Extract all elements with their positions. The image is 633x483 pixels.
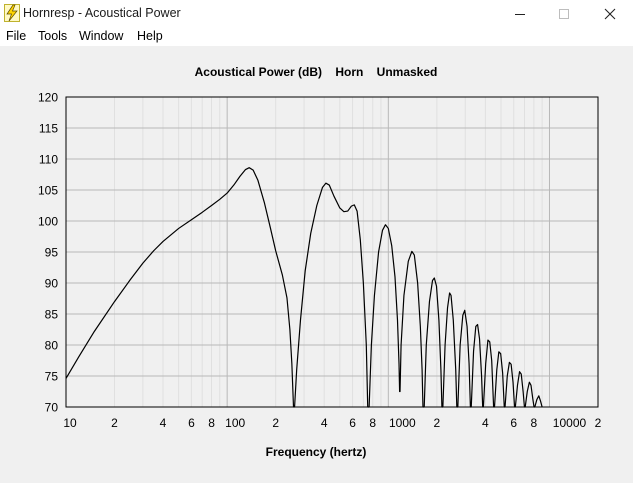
minimize-icon	[515, 14, 525, 15]
title-bar[interactable]: Hornresp - Acoustical Power	[0, 0, 633, 28]
x-tick-label: 10	[63, 416, 77, 430]
y-tick-label: 105	[38, 184, 58, 198]
y-tick-label: 75	[45, 370, 59, 384]
y-tick-label: 70	[45, 401, 59, 415]
x-tick-label: 8	[531, 416, 538, 430]
chart-grid	[66, 97, 598, 407]
minimize-button[interactable]	[497, 0, 543, 28]
x-axis-label: Frequency (hertz)	[266, 445, 367, 459]
y-tick-label: 90	[45, 277, 59, 291]
y-tick-label: 120	[38, 91, 58, 105]
chart-area: Acoustical Power (dB) Horn Unmasked 70 75…	[0, 46, 633, 478]
menu-help[interactable]: Help	[137, 29, 163, 43]
menu-window[interactable]: Window	[79, 29, 124, 43]
menu-tools[interactable]: Tools	[38, 29, 68, 43]
x-tick-label: 100	[225, 416, 245, 430]
y-tick-label: 100	[38, 215, 58, 229]
x-tick-label: 2	[433, 416, 440, 430]
x-tick-label: 2	[595, 416, 602, 430]
window-title: Hornresp - Acoustical Power	[23, 6, 181, 20]
menu-file[interactable]: File	[6, 29, 27, 43]
maximize-icon	[559, 9, 569, 19]
close-button[interactable]	[587, 0, 633, 28]
y-tick-label: 115	[39, 122, 58, 136]
x-tick-label: 6	[188, 416, 195, 430]
y-tick-label: 110	[39, 153, 58, 167]
x-tick-label: 2	[111, 416, 118, 430]
x-tick-label: 4	[160, 416, 167, 430]
y-tick-label: 85	[45, 308, 59, 322]
x-tick-label: 8	[208, 416, 215, 430]
y-tick-label: 95	[45, 246, 59, 260]
x-tick-label: 4	[321, 416, 328, 430]
chart-title: Acoustical Power (dB) Horn Unmasked	[195, 65, 438, 79]
x-tick-label: 2	[272, 416, 279, 430]
lightning-bolt-icon	[4, 4, 20, 22]
x-tick-label: 8	[369, 416, 376, 430]
x-tick-label: 1000	[389, 416, 416, 430]
x-tick-label: 10000	[553, 416, 587, 430]
x-axis-ticks: 10 2 4 6 8 100 2 4 6 8 1000 2 4 6 8 10000 2	[63, 416, 601, 430]
plot-frame	[65, 96, 599, 408]
y-axis-ticks: 70 75 80 85 90 95 100 105 110 115 120	[38, 91, 58, 415]
maximize-button[interactable]	[541, 0, 587, 28]
close-icon	[604, 8, 616, 20]
y-tick-label: 80	[45, 339, 59, 353]
x-tick-label: 6	[510, 416, 517, 430]
menu-bar: File Tools Window Help	[0, 28, 633, 46]
acoustical-power-chart: Acoustical Power (dB) Horn Unmasked 70 75…	[38, 65, 602, 459]
x-tick-label: 4	[482, 416, 489, 430]
x-tick-label: 6	[349, 416, 356, 430]
